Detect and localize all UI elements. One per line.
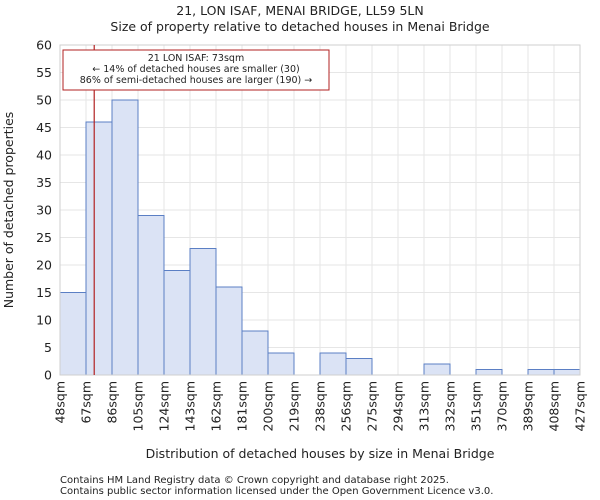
y-tick-label: 25 — [36, 230, 52, 245]
x-tick-label: 105sqm — [131, 381, 146, 431]
y-tick-label: 55 — [36, 65, 52, 80]
bar — [59, 292, 87, 376]
x-tick-label: 67sqm — [79, 381, 94, 424]
x-tick-label: 294sqm — [391, 381, 406, 431]
y-tick-label: 35 — [36, 175, 52, 190]
x-axis-label: Distribution of detached houses by size … — [146, 446, 495, 461]
x-tick-label: 370sqm — [495, 381, 510, 431]
y-tick-label: 15 — [36, 285, 52, 300]
bar — [267, 352, 295, 376]
y-axis-ticks: 0 5 10 15 20 25 30 35 40 45 50 55 60 — [36, 38, 52, 383]
bar-series — [59, 99, 581, 376]
bar — [241, 330, 269, 376]
bar — [345, 358, 373, 376]
x-tick-label: 162sqm — [209, 381, 224, 431]
annotation-box: 21 LON ISAF: 73sqm ← 14% of detached hou… — [62, 49, 330, 91]
annotation-line-1: 21 LON ISAF: 73sqm — [148, 53, 244, 64]
bar — [553, 369, 581, 376]
bar — [111, 99, 139, 376]
chart-title: 21, LON ISAF, MENAI BRIDGE, LL59 5LN — [176, 3, 424, 18]
x-tick-label: 143sqm — [183, 381, 198, 431]
grid-lines — [59, 44, 581, 376]
x-tick-label: 181sqm — [235, 381, 250, 431]
chart-subtitle: Size of property relative to detached ho… — [110, 19, 489, 34]
y-axis-label: Number of detached properties — [1, 112, 16, 309]
bar — [137, 215, 165, 376]
x-tick-label: 389sqm — [521, 381, 536, 431]
y-tick-label: 30 — [36, 203, 52, 218]
y-tick-label: 60 — [36, 38, 52, 53]
y-tick-label: 40 — [36, 148, 52, 163]
x-tick-label: 86sqm — [105, 381, 120, 424]
x-tick-label: 332sqm — [443, 381, 458, 431]
x-tick-label: 48sqm — [53, 381, 68, 424]
bar — [527, 369, 555, 376]
x-tick-label: 351sqm — [469, 381, 484, 431]
x-tick-label: 256sqm — [339, 381, 354, 431]
bar — [189, 248, 217, 376]
annotation-line-2: ← 14% of detached houses are smaller (30… — [92, 64, 299, 75]
x-tick-label: 124sqm — [157, 381, 172, 431]
x-tick-label: 200sqm — [261, 381, 276, 431]
plot-frame — [59, 44, 581, 376]
annotation-line-3: 86% of semi-detached houses are larger (… — [80, 75, 313, 86]
x-axis-ticks: 48sqm 67sqm 86sqm 105sqm 124sqm 143sqm 162sqm 1… — [53, 381, 588, 431]
y-tick-label: 45 — [36, 120, 52, 135]
bar — [215, 286, 243, 376]
x-tick-label: 313sqm — [417, 381, 432, 431]
footer-line-2: Contains public sector information licen… — [60, 486, 493, 497]
x-tick-label: 427sqm — [573, 381, 588, 431]
footer-line-1: Contains HM Land Registry data © Crown c… — [60, 475, 449, 486]
y-tick-label: 20 — [36, 258, 52, 273]
x-tick-label: 408sqm — [547, 381, 562, 431]
x-tick-label: 238sqm — [313, 381, 328, 431]
y-tick-label: 5 — [44, 340, 52, 355]
bar — [423, 363, 451, 376]
y-tick-label: 10 — [36, 313, 52, 328]
bar — [85, 121, 113, 376]
y-tick-label: 50 — [36, 93, 52, 108]
bar — [319, 352, 347, 376]
bar — [163, 270, 191, 376]
x-tick-label: 219sqm — [287, 381, 302, 431]
y-tick-label: 0 — [44, 368, 52, 383]
x-tick-label: 275sqm — [365, 381, 380, 431]
bar — [475, 369, 503, 376]
